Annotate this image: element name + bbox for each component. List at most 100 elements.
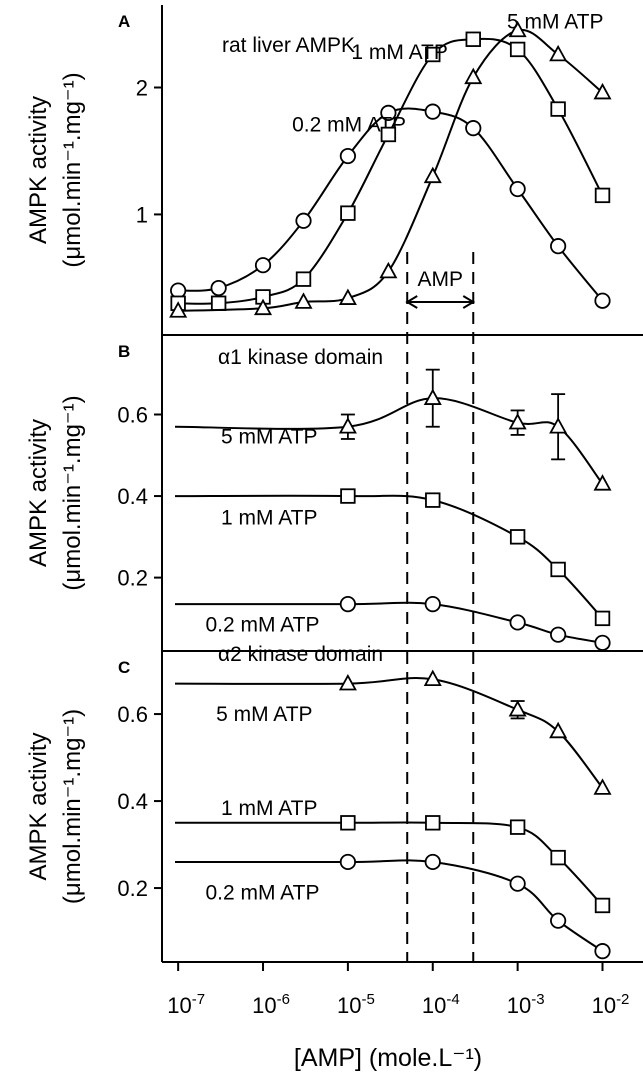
data-point-triangle <box>294 292 313 309</box>
series-square: 1 mM ATP <box>174 797 611 914</box>
data-point-circle <box>424 596 441 613</box>
data-point-circle <box>594 943 611 960</box>
fit-curve <box>174 676 604 789</box>
y-tick-label: 0.2 <box>117 876 148 901</box>
x-axis-label: [AMP] (mole.L⁻¹) <box>294 1044 482 1072</box>
y-tick-label: 0.4 <box>117 484 148 509</box>
y-tick-label: 0.2 <box>117 566 148 591</box>
data-point-circle <box>550 912 567 929</box>
arrow-head-left <box>405 295 418 309</box>
data-point-square <box>340 205 356 221</box>
series-label: 0.2 mM ATP <box>205 881 319 904</box>
x-tick-label: 10-4 <box>422 991 460 1018</box>
series-square: 1 mM ATP <box>170 31 611 311</box>
fit-curve <box>178 28 604 312</box>
data-point-square <box>550 849 566 866</box>
fit-curve <box>175 859 604 952</box>
data-point-square <box>295 271 312 287</box>
series-circle: 0.2 mM ATP <box>175 853 611 960</box>
arrow-head-right <box>462 295 476 309</box>
data-point-triangle <box>508 412 527 430</box>
y-tick-label: 0.6 <box>117 702 148 727</box>
data-point-triangle <box>338 673 357 691</box>
x-tick-exponent: -6 <box>277 991 290 1008</box>
data-point-square <box>425 815 441 831</box>
y-axis-label-units: (μmol.min⁻¹.mg⁻¹) <box>59 709 86 904</box>
data-point-circle <box>509 180 526 198</box>
data-point-square <box>550 561 566 578</box>
x-tick-base: 10 <box>592 993 616 1018</box>
data-point-circle <box>295 212 312 229</box>
data-point-circle <box>509 614 526 631</box>
x-tick-exponent: -7 <box>192 991 205 1008</box>
data-point-triangle <box>508 20 527 38</box>
x-tick-base: 10 <box>167 993 191 1018</box>
amp-range-annotation: AMP <box>405 268 476 309</box>
data-point-circle <box>339 853 356 871</box>
series-label: 0.2 mM ATP <box>292 113 406 136</box>
data-point-triangle <box>338 288 357 305</box>
amp-range-label: AMP <box>417 268 463 291</box>
data-point-triangle <box>593 474 612 491</box>
data-point-square <box>550 101 566 117</box>
x-tick-base: 10 <box>422 993 446 1018</box>
data-point-triangle <box>549 417 568 434</box>
x-tick-exponent: -5 <box>361 991 374 1008</box>
series-label: 5 mM ATP <box>507 11 603 34</box>
y-axis-label: AMPK activity <box>25 96 52 244</box>
data-point-triangle <box>464 67 483 85</box>
x-tick-label: 10-3 <box>507 991 545 1018</box>
data-point-triangle <box>169 301 188 318</box>
series-triangle: 5 mM ATP <box>174 669 612 795</box>
data-point-square <box>594 897 611 914</box>
y-tick-label: 0.4 <box>117 789 148 814</box>
series-label: 5 mM ATP <box>221 426 317 449</box>
series-label: 0.2 mM ATP <box>205 613 319 636</box>
series-label: 5 mM ATP <box>216 703 312 726</box>
data-point-circle <box>550 238 567 255</box>
panel-letter: B <box>118 342 130 361</box>
data-point-square <box>425 492 441 508</box>
series-circle: 0.2 mM ATP <box>170 103 611 309</box>
x-tick-label: 10-7 <box>167 991 205 1018</box>
y-tick-label: 0.6 <box>117 403 148 428</box>
y-axis-label: AMPK activity <box>25 732 52 880</box>
data-point-triangle <box>338 417 357 434</box>
data-point-circle <box>424 853 441 871</box>
panel-title: α1 kinase domain <box>218 346 383 369</box>
series-label: 1 mM ATP <box>221 506 317 529</box>
data-point-square <box>465 31 481 47</box>
data-point-circle <box>465 120 482 137</box>
x-tick-label: 10-2 <box>592 991 630 1018</box>
data-point-square <box>425 46 441 63</box>
data-point-circle <box>380 104 397 121</box>
data-point-circle <box>550 626 567 643</box>
series-circle: 0.2 mM ATP <box>174 596 611 651</box>
y-tick-label: 2 <box>136 76 148 101</box>
panel-c: Cα2 kinase domain AMPK activity (μmol.min⁻… <box>25 643 612 960</box>
data-point-square <box>509 529 526 545</box>
x-tick-label: 10-6 <box>252 991 290 1018</box>
data-point-circle <box>254 257 272 274</box>
panel-title: rat liver AMPK <box>222 34 355 57</box>
data-point-square <box>380 126 397 143</box>
data-point-circle <box>594 292 611 309</box>
series-square: 1 mM ATP <box>174 488 611 627</box>
data-point-triangle <box>508 700 527 717</box>
data-point-square <box>594 610 611 627</box>
panel-letter: A <box>118 12 130 31</box>
panel-letter: C <box>118 658 130 677</box>
data-point-triangle <box>423 669 442 687</box>
data-point-circle <box>339 596 356 613</box>
y-axis-label-units: (μmol.min⁻¹.mg⁻¹) <box>59 395 86 590</box>
y-tick-label: 1 <box>136 202 148 227</box>
data-point-circle <box>424 103 441 120</box>
series-label: 1 mM ATP <box>221 797 317 820</box>
data-point-square <box>210 295 227 311</box>
data-point-triangle <box>379 261 398 279</box>
x-tick-exponent: -2 <box>616 991 629 1008</box>
series-triangle: 5 mM ATP <box>169 11 612 318</box>
